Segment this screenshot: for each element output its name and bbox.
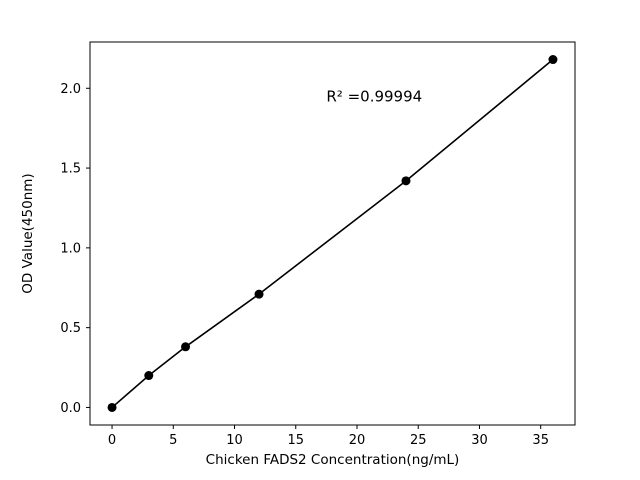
data-point-marker <box>181 342 191 352</box>
data-point-marker <box>107 402 117 412</box>
data-point-marker <box>548 55 558 65</box>
y-tick-label: 0.5 <box>60 321 81 336</box>
y-tick-label: 1.0 <box>60 241 81 256</box>
x-tick-label: 5 <box>169 433 177 448</box>
y-tick-label: 2.0 <box>60 82 81 97</box>
data-point-marker <box>254 289 264 299</box>
x-tick-label: 35 <box>532 433 549 448</box>
x-tick-label: 30 <box>471 433 488 448</box>
y-tick-label: 0.0 <box>60 401 81 416</box>
plot-frame <box>89 41 576 426</box>
r-squared-annotation: R² =0.99994 <box>326 87 422 105</box>
x-axis-label: Chicken FADS2 Concentration(ng/mL) <box>206 452 460 468</box>
data-point-marker <box>401 176 411 186</box>
y-axis-label: OD Value(450nm) <box>20 173 36 293</box>
data-point-marker <box>144 371 154 381</box>
x-tick-label: 10 <box>226 433 243 448</box>
x-tick-label: 20 <box>349 433 366 448</box>
fit-line <box>111 58 554 409</box>
x-tick-label: 0 <box>108 433 116 448</box>
x-tick-label: 15 <box>287 433 304 448</box>
y-tick-label: 1.5 <box>60 162 81 177</box>
x-tick-label: 25 <box>410 433 427 448</box>
